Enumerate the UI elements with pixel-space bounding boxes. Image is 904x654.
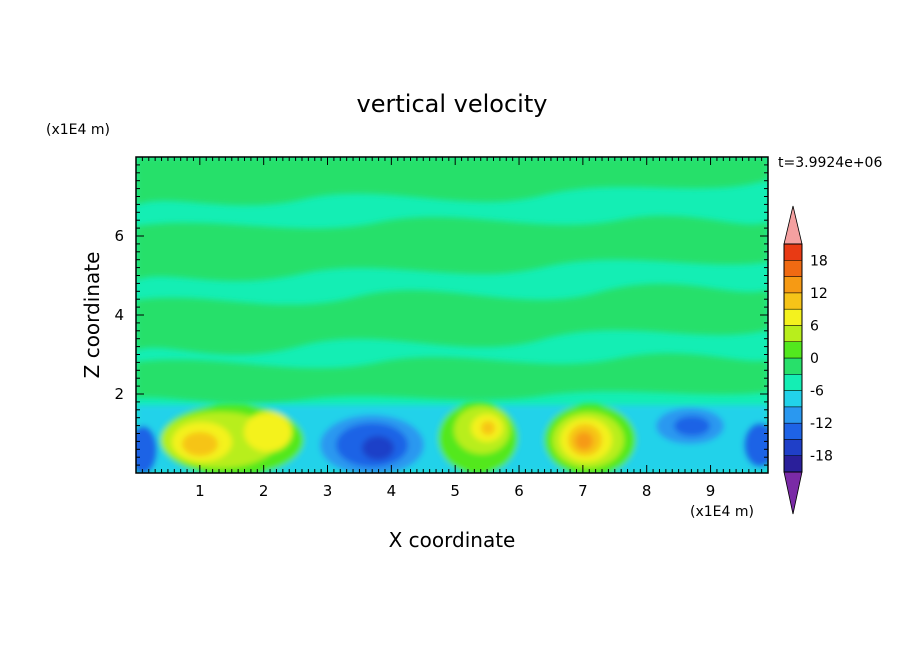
axes: 1 2 3 4 5 6 7 8 9 2 4 6 <box>114 156 769 500</box>
colorbar-segment <box>783 455 803 473</box>
cell-warm-c-core <box>575 432 593 450</box>
cell-warm-b-core <box>481 421 495 435</box>
cell-left-edge <box>136 426 157 473</box>
cell-warm-a-core <box>182 432 218 456</box>
colorbar-segment <box>783 276 803 294</box>
lower-cells <box>136 402 768 473</box>
y-axis-unit: (x1E4 m) <box>46 122 110 138</box>
chart-title: vertical velocity <box>357 90 548 118</box>
colorbar-segment <box>783 243 803 261</box>
colorbar-segment <box>783 260 803 277</box>
colorbar: 18 12 6 0 -6 -12 -18 <box>783 205 833 515</box>
x-tick-label: 3 <box>323 482 333 500</box>
colorbar-extend-bottom <box>783 471 803 515</box>
x-tick-label: 8 <box>642 482 652 500</box>
colorbar-tick-label: -12 <box>810 416 833 432</box>
band-4 <box>136 353 768 404</box>
band-1 <box>136 157 768 206</box>
colorbar-segment <box>783 325 803 342</box>
x-tick-label: 5 <box>450 482 460 500</box>
colorbar-segment <box>783 390 803 408</box>
colorbar-segment <box>783 422 803 440</box>
x-tick-label: 6 <box>514 482 524 500</box>
colorbar-segment <box>783 341 803 359</box>
y-tick-label: 4 <box>114 306 124 324</box>
cell-cold-a-core <box>362 436 394 460</box>
x-tick-label: 1 <box>195 482 205 500</box>
contour-field <box>136 157 768 473</box>
colorbar-segment <box>783 357 803 375</box>
colorbar-tick-label: 6 <box>810 318 819 334</box>
colorbar-tick-label: 12 <box>810 286 828 302</box>
x-tick-label: 7 <box>578 482 588 500</box>
colorbar-segment <box>783 292 803 310</box>
x-axis-unit: (x1E4 m) <box>690 504 754 520</box>
colorbar-tick-label: -6 <box>810 384 824 400</box>
upper-bands <box>136 157 768 404</box>
colorbar-tick-label: -18 <box>810 449 833 465</box>
band-3 <box>136 283 768 355</box>
cell-right-edge <box>744 423 768 467</box>
colorbar-tick-label: 0 <box>810 351 819 367</box>
x-tick-label: 9 <box>706 482 716 500</box>
y-tick-label: 2 <box>114 385 124 403</box>
colorbar-segment <box>783 374 803 391</box>
time-label: t=3.9924e+06 <box>778 155 882 171</box>
y-axis-label: Z coordinate <box>80 252 104 379</box>
colorbar-segment <box>783 308 803 326</box>
band-2 <box>136 215 768 281</box>
cell-warm-a-in2 <box>244 412 292 452</box>
colorbar-tick-label: 18 <box>810 253 828 269</box>
colorbar-segment <box>783 406 803 424</box>
cell-cold-b-core <box>674 416 710 436</box>
colorbar-frame <box>783 243 803 473</box>
x-tick-label: 2 <box>259 482 269 500</box>
y-tick-label: 6 <box>114 227 124 245</box>
colorbar-extend-top <box>783 205 803 245</box>
x-axis-label: X coordinate <box>389 528 516 552</box>
x-tick-label: 4 <box>387 482 397 500</box>
colorbar-segment <box>783 439 803 456</box>
